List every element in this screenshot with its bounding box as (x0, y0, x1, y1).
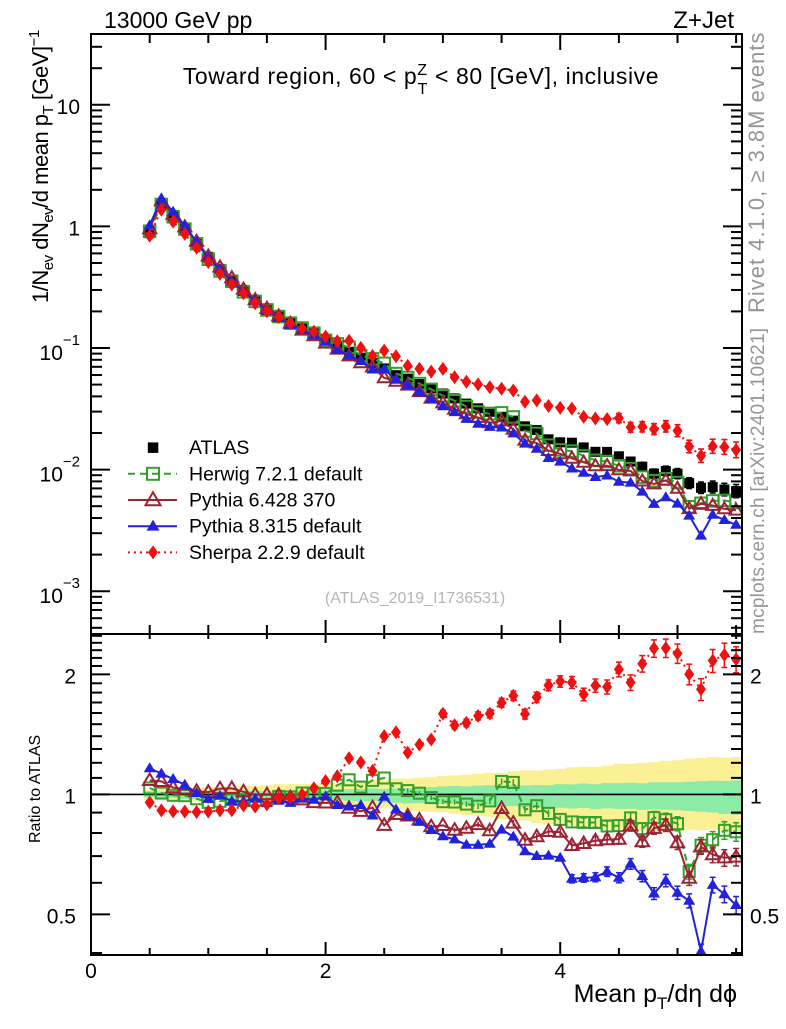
svg-text:1: 1 (750, 785, 762, 808)
svg-text:0.5: 0.5 (47, 905, 76, 928)
svg-text:13000 GeV pp: 13000 GeV pp (104, 7, 252, 33)
svg-text:0.5: 0.5 (750, 905, 779, 928)
svg-text:(ATLAS_2019_I1736531): (ATLAS_2019_I1736531) (325, 590, 505, 607)
svg-text:1: 1 (68, 217, 80, 240)
svg-text:4: 4 (554, 960, 566, 983)
svg-text:2: 2 (64, 665, 76, 688)
svg-text:mcplots.cern.ch [arXiv:2401.10: mcplots.cern.ch [arXiv:2401.10621] (748, 328, 769, 634)
svg-text:Z+Jet: Z+Jet (673, 7, 734, 34)
svg-text:ATLAS: ATLAS (189, 437, 249, 459)
svg-text:10: 10 (57, 96, 80, 119)
svg-text:Pythia 8.315 default: Pythia 8.315 default (189, 516, 362, 538)
svg-text:Pythia 6.428 370: Pythia 6.428 370 (189, 490, 336, 512)
svg-text:Mean pT/dη dϕ: Mean pT/dη dϕ (574, 980, 737, 1013)
svg-text:0: 0 (85, 960, 97, 983)
svg-text:1: 1 (64, 785, 76, 808)
svg-text:2: 2 (750, 665, 762, 688)
svg-text:Herwig 7.2.1 default: Herwig 7.2.1 default (189, 463, 363, 485)
svg-text:Rivet 4.1.0, ≥ 3.8M events: Rivet 4.1.0, ≥ 3.8M events (744, 32, 769, 313)
svg-text:Ratio to ATLAS: Ratio to ATLAS (27, 735, 44, 843)
svg-text:Toward region, 60 < pZT < 80 [: Toward region, 60 < pZ T < 80 [GeV], incl… (183, 62, 659, 98)
svg-text:Sherpa 2.2.9 default: Sherpa 2.2.9 default (189, 542, 365, 564)
svg-text:2: 2 (320, 960, 332, 983)
